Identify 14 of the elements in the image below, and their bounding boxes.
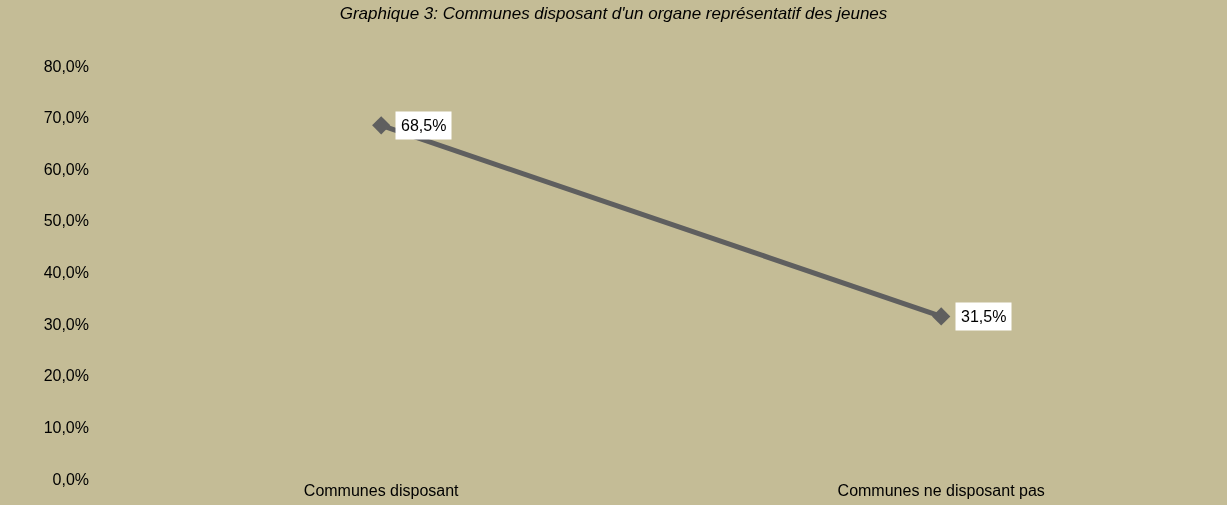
- y-tick-label: 40,0%: [43, 264, 89, 282]
- y-tick-label: 20,0%: [43, 367, 89, 385]
- y-tick-label: 70,0%: [43, 109, 89, 127]
- x-tick-label: Communes disposant: [303, 482, 460, 499]
- data-label: 31,5%: [961, 308, 1007, 325]
- y-tick-label: 80,0%: [43, 57, 89, 75]
- y-tick-label: 10,0%: [43, 418, 89, 436]
- data-label: 68,5%: [401, 117, 447, 134]
- y-tick-label: 60,0%: [43, 160, 89, 178]
- y-tick-label: 50,0%: [43, 212, 89, 230]
- y-tick-label: 0,0%: [52, 470, 89, 488]
- y-tick-label: 30,0%: [43, 315, 89, 333]
- x-tick-label: Communes ne disposant pas: [837, 482, 1045, 499]
- chart-title: Graphique 3: Communes disposant d'un organe représentatif des jeunes: [339, 4, 888, 24]
